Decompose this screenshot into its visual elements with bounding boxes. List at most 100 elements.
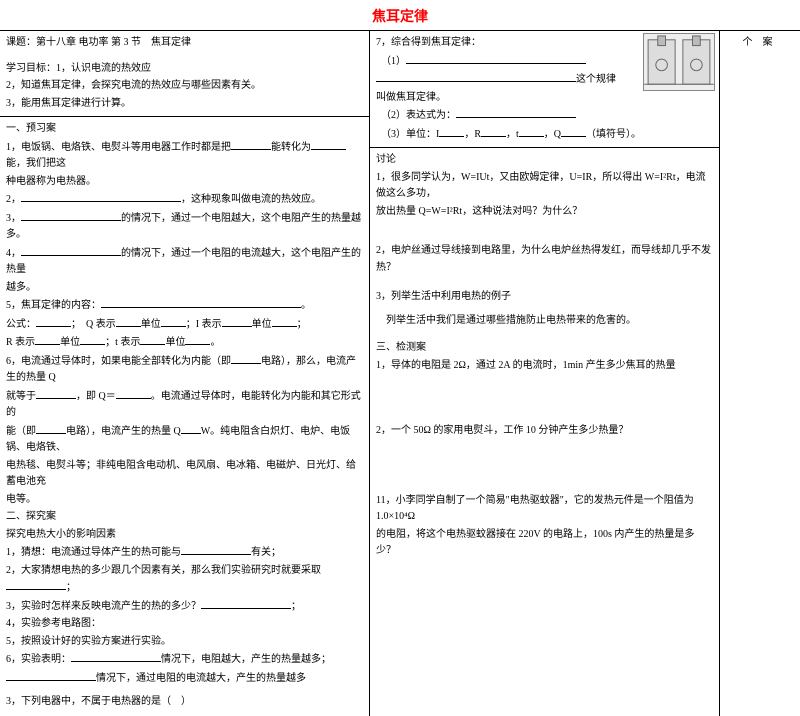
goal-2: 2，知道焦耳定律，会探究电流的热效应与哪些因素有关。 [6, 78, 363, 95]
preview-5-formula: 公式： ； Q 表示 单位 ；I 表示 单位 ； [6, 316, 363, 334]
text: 1，猜想：电流通过导体产生的热可能与 [6, 547, 181, 558]
preview-6b: 就等于，即 Q＝。电流通过导体时，电能转化为内能和其它形式的 [6, 388, 363, 422]
blank[interactable] [376, 71, 576, 82]
text: ； Q 表示 [71, 319, 116, 330]
blank[interactable] [231, 353, 261, 364]
blank[interactable] [519, 126, 544, 137]
text: 单位 [60, 337, 80, 348]
blank[interactable] [36, 388, 76, 399]
text: 。 [210, 337, 220, 348]
text: 3， [6, 213, 21, 224]
blank[interactable] [116, 388, 151, 399]
text: 1，电饭锅、电烙铁、电熨斗等用电器工作时都是把 [6, 142, 231, 153]
text: （2）表达式为： [386, 110, 456, 121]
main-content: 课题：第十八章 电功率 第 3 节 焦耳定律 学习目标：1，认识电流的热效应 2… [0, 30, 800, 716]
blank[interactable] [21, 245, 121, 256]
preview-4: 4，的情况下，通过一个电阻的电流越大，这个电阻产生的热量 [6, 245, 363, 279]
text: 单位 [252, 319, 272, 330]
blank[interactable] [36, 423, 66, 434]
text: ； [297, 319, 307, 330]
blank[interactable] [21, 191, 181, 202]
test-11a: 11，小李同学自制了一个简易"电热驱蚊器"，它的发热元件是一个阻值为 1.0×1… [376, 493, 713, 526]
section-3-heading: 三、检测案 [376, 340, 713, 357]
blank[interactable] [36, 316, 71, 327]
blank[interactable] [272, 316, 297, 327]
text: ； [66, 582, 76, 593]
experiment-diagram [643, 33, 715, 91]
text: 能（即 [6, 426, 36, 437]
discussion-1a: 1，很多同学认为，W=IUt，又由欧姆定律，U=IR，所以得出 W=I²Rt，电… [376, 170, 713, 203]
discussion-3a: 列举生活中我们是通过哪些措施防止电热带来的危害的。 [376, 313, 713, 330]
text: ，t [506, 129, 519, 140]
preview-6c: 能（即电路），电流产生的热量 QW。纯电阻含白炽灯、电炉、电饭锅、电烙铁、 [6, 423, 363, 457]
text: 能，我们把这 [6, 158, 66, 169]
blank[interactable] [6, 670, 96, 681]
text: ，R [464, 129, 481, 140]
blank[interactable] [481, 126, 506, 137]
blank[interactable] [71, 651, 161, 662]
explore-6a: 6，实验表明：情况下，电阻越大，产生的热量越多； [6, 651, 363, 669]
blank[interactable] [80, 334, 105, 345]
explore-5: 5，按照设计好的实验方案进行实验。 [6, 634, 363, 651]
test-1: 1，导体的电阻是 2Ω，通过 2A 的电流时，1min 产生多少焦耳的热量 [376, 358, 713, 375]
preview-2: 2，，这种现象叫做电流的热效应。 [6, 191, 363, 209]
discussion-1b: 放出热量 Q=W=I²Rt，这种说法对吗？为什么？ [376, 204, 713, 221]
section-1-heading: 一、预习案 [6, 121, 363, 138]
preview-1b: 种电器称为电热器。 [6, 174, 363, 191]
blank[interactable] [201, 598, 291, 609]
text: （1） [386, 56, 406, 67]
text: （3）单位：I [386, 129, 439, 140]
blank[interactable] [456, 107, 576, 118]
blank[interactable] [561, 126, 586, 137]
goal-1: 学习目标：1，认识电流的热效应 [6, 61, 363, 78]
blank[interactable] [185, 334, 210, 345]
discussion-3: 3，列举生活中利用电热的例子 [376, 289, 713, 306]
text: ； [291, 601, 301, 612]
text: 这个规律 [576, 74, 616, 85]
preview-6a: 6，电流通过导体时，如果电能全部转化为内能（即电路），那么，电流产生的热量 Q [6, 353, 363, 387]
preview-1: 1，电饭锅、电烙铁、电熨斗等用电器工作时都是把 能转化为能，我们把这 [6, 139, 363, 173]
item-7d: （2）表达式为： [376, 107, 713, 125]
explore-heading: 探究电热大小的影响因素 [6, 527, 363, 544]
right-column: 个 案 [720, 31, 795, 716]
text: 情况下，通过电阻的电流越大，产生的热量越多 [96, 673, 306, 684]
text: 能转化为 [271, 142, 311, 153]
notes-heading: 个 案 [726, 35, 789, 52]
text: 单位 [141, 319, 161, 330]
text: ，Q [544, 129, 561, 140]
blank[interactable] [222, 316, 252, 327]
discussion-heading: 讨论 [376, 152, 713, 169]
item-7e: （3）单位：I ，R ，t ，Q （填符号）。 [376, 126, 713, 144]
blank[interactable] [439, 126, 464, 137]
text: （填符号）。 [586, 129, 641, 140]
document-title: 焦耳定律 [0, 0, 800, 30]
blank[interactable] [116, 316, 141, 327]
goal-3: 3，能用焦耳定律进行计算。 [6, 96, 363, 113]
preview-3: 3，的情况下，通过一个电阻越大，这个电阻产生的热量越多。 [6, 210, 363, 244]
discussion-2: 2，电炉丝通过导线接到电路里，为什么电炉丝热得发红，而导线却几乎不发热？ [376, 243, 713, 276]
blank[interactable] [21, 210, 121, 221]
text: 6，电流通过导体时，如果电能全部转化为内能（即 [6, 356, 231, 367]
blank[interactable] [6, 579, 66, 590]
blank[interactable] [101, 297, 301, 308]
text: 2，大家猜想电热的多少跟几个因素有关，那么我们实验研究时就要采取 [6, 565, 321, 576]
middle-column: 7，综合得到焦耳定律： （1） 这个规律 叫做焦耳定律。 （2）表达式为： （3… [370, 31, 720, 716]
blank[interactable] [231, 139, 271, 150]
blank[interactable] [311, 139, 346, 150]
text: 2， [6, 194, 21, 205]
blank[interactable] [161, 316, 186, 327]
text: 情况下，电阻越大，产生的热量越多； [161, 654, 331, 665]
blank[interactable] [181, 423, 201, 434]
blank[interactable] [140, 334, 165, 345]
blank[interactable] [406, 53, 586, 64]
blank[interactable] [35, 334, 60, 345]
preview-6e: 电等。 [6, 492, 363, 509]
text: ；I 表示 [186, 319, 222, 330]
topic-line: 课题：第十八章 电功率 第 3 节 焦耳定律 [6, 35, 363, 52]
text: 公式： [6, 319, 36, 330]
preview-6d: 电热毯、电熨斗等；非纯电阻含电动机、电风扇、电冰箱、电磁炉、日光灯、给蓄电池充 [6, 458, 363, 491]
text: 4， [6, 248, 21, 259]
explore-4: 4，实验参考电路图： [6, 616, 363, 633]
text: 列举生活中我们是通过哪些措施防止电热带来的危害的。 [386, 315, 636, 326]
blank[interactable] [181, 544, 251, 555]
